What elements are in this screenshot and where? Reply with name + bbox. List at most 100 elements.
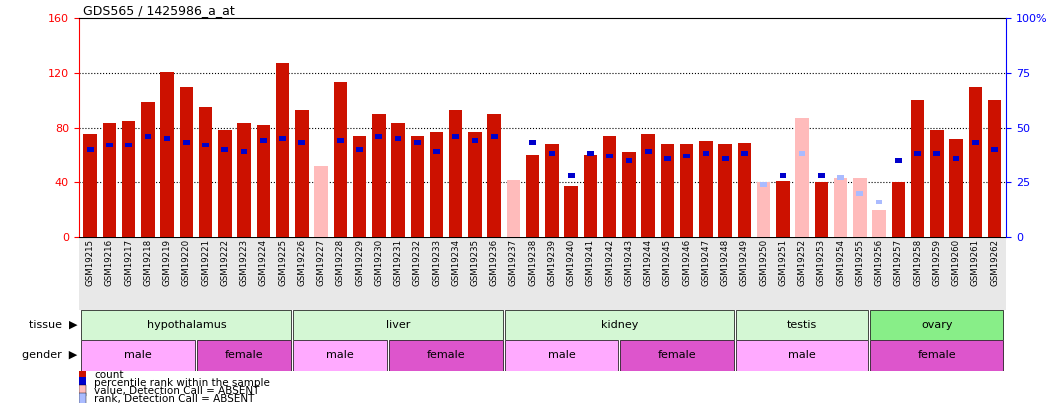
Bar (79, 237, 1006, 310)
Text: GSM19246: GSM19246 (682, 239, 692, 286)
Text: GSM19236: GSM19236 (489, 239, 499, 286)
Bar (375, 134, 383, 139)
Bar (79, 385, 86, 396)
Bar (145, 134, 151, 139)
Bar (871, 340, 1003, 371)
Bar (257, 125, 270, 237)
Bar (584, 155, 597, 237)
Bar (430, 132, 443, 237)
Text: GSM19241: GSM19241 (586, 239, 595, 286)
Text: GSM19238: GSM19238 (528, 239, 538, 286)
Bar (930, 130, 943, 237)
Text: ovary: ovary (921, 320, 953, 330)
Bar (777, 181, 789, 237)
Text: GSM19260: GSM19260 (952, 239, 961, 286)
Bar (507, 179, 520, 237)
Bar (892, 182, 905, 237)
Bar (853, 178, 867, 237)
Bar (988, 100, 1001, 237)
Bar (623, 152, 636, 237)
Bar (683, 153, 690, 158)
Text: GSM19235: GSM19235 (471, 239, 480, 286)
Text: GSM19261: GSM19261 (970, 239, 980, 286)
Text: GSM19243: GSM19243 (625, 239, 633, 286)
Bar (490, 134, 498, 139)
Bar (607, 153, 613, 158)
Bar (103, 124, 116, 237)
Text: kidney: kidney (601, 320, 638, 330)
Bar (760, 182, 767, 187)
Bar (356, 147, 363, 152)
Text: GSM19256: GSM19256 (875, 239, 883, 286)
Text: male: male (326, 350, 354, 360)
Bar (641, 134, 655, 237)
Bar (968, 87, 982, 237)
Text: GSM19220: GSM19220 (182, 239, 191, 286)
Bar (565, 186, 577, 237)
Bar (949, 139, 963, 237)
Text: female: female (658, 350, 696, 360)
Text: GSM19216: GSM19216 (105, 239, 114, 286)
Text: GSM19226: GSM19226 (298, 239, 306, 286)
Text: GSM19245: GSM19245 (663, 239, 672, 286)
Bar (299, 141, 305, 145)
Bar (871, 310, 1003, 340)
Bar (163, 136, 171, 141)
Text: GSM19234: GSM19234 (452, 239, 460, 286)
Text: GSM19217: GSM19217 (124, 239, 133, 286)
Bar (895, 158, 901, 163)
Bar (680, 144, 694, 237)
Bar (660, 144, 674, 237)
Bar (241, 149, 247, 154)
Bar (179, 87, 193, 237)
Text: GSM19249: GSM19249 (740, 239, 749, 286)
Bar (626, 158, 632, 163)
Bar (834, 178, 848, 237)
Text: GSM19252: GSM19252 (798, 239, 807, 286)
Text: GSM19224: GSM19224 (259, 239, 268, 286)
Bar (645, 149, 652, 154)
Bar (664, 156, 671, 161)
Bar (126, 143, 132, 147)
Bar (934, 151, 940, 156)
Text: GSM19227: GSM19227 (316, 239, 326, 286)
Text: count: count (94, 370, 124, 379)
Bar (914, 151, 921, 156)
Text: GSM19259: GSM19259 (933, 239, 941, 286)
Bar (79, 377, 86, 388)
Bar (719, 144, 732, 237)
Text: GSM19247: GSM19247 (701, 239, 711, 286)
Text: female: female (427, 350, 465, 360)
Bar (260, 138, 266, 143)
Bar (391, 124, 405, 237)
Bar (487, 114, 501, 237)
Text: GSM19221: GSM19221 (201, 239, 210, 286)
Text: GSM19251: GSM19251 (779, 239, 787, 286)
Bar (293, 340, 388, 371)
Bar (603, 136, 616, 237)
Text: male: male (788, 350, 816, 360)
Bar (814, 182, 828, 237)
Bar (122, 121, 135, 237)
Bar (276, 63, 289, 237)
Text: hypothalamus: hypothalamus (147, 320, 226, 330)
Text: rank, Detection Call = ABSENT: rank, Detection Call = ABSENT (94, 394, 255, 404)
Text: GSM19258: GSM19258 (913, 239, 922, 286)
Bar (279, 136, 286, 141)
Bar (548, 151, 555, 156)
Bar (529, 141, 537, 145)
Bar (620, 340, 734, 371)
Bar (333, 83, 347, 237)
Text: GSM19239: GSM19239 (547, 239, 556, 286)
Text: GSM19237: GSM19237 (509, 239, 518, 286)
Text: gender  ▶: gender ▶ (22, 350, 78, 360)
Bar (82, 340, 195, 371)
Text: GSM19240: GSM19240 (567, 239, 575, 286)
Bar (336, 138, 344, 143)
Bar (702, 151, 709, 156)
Bar (736, 310, 869, 340)
Bar (818, 173, 825, 178)
Bar (79, 369, 86, 380)
Text: GSM19233: GSM19233 (432, 239, 441, 286)
Bar (545, 144, 559, 237)
